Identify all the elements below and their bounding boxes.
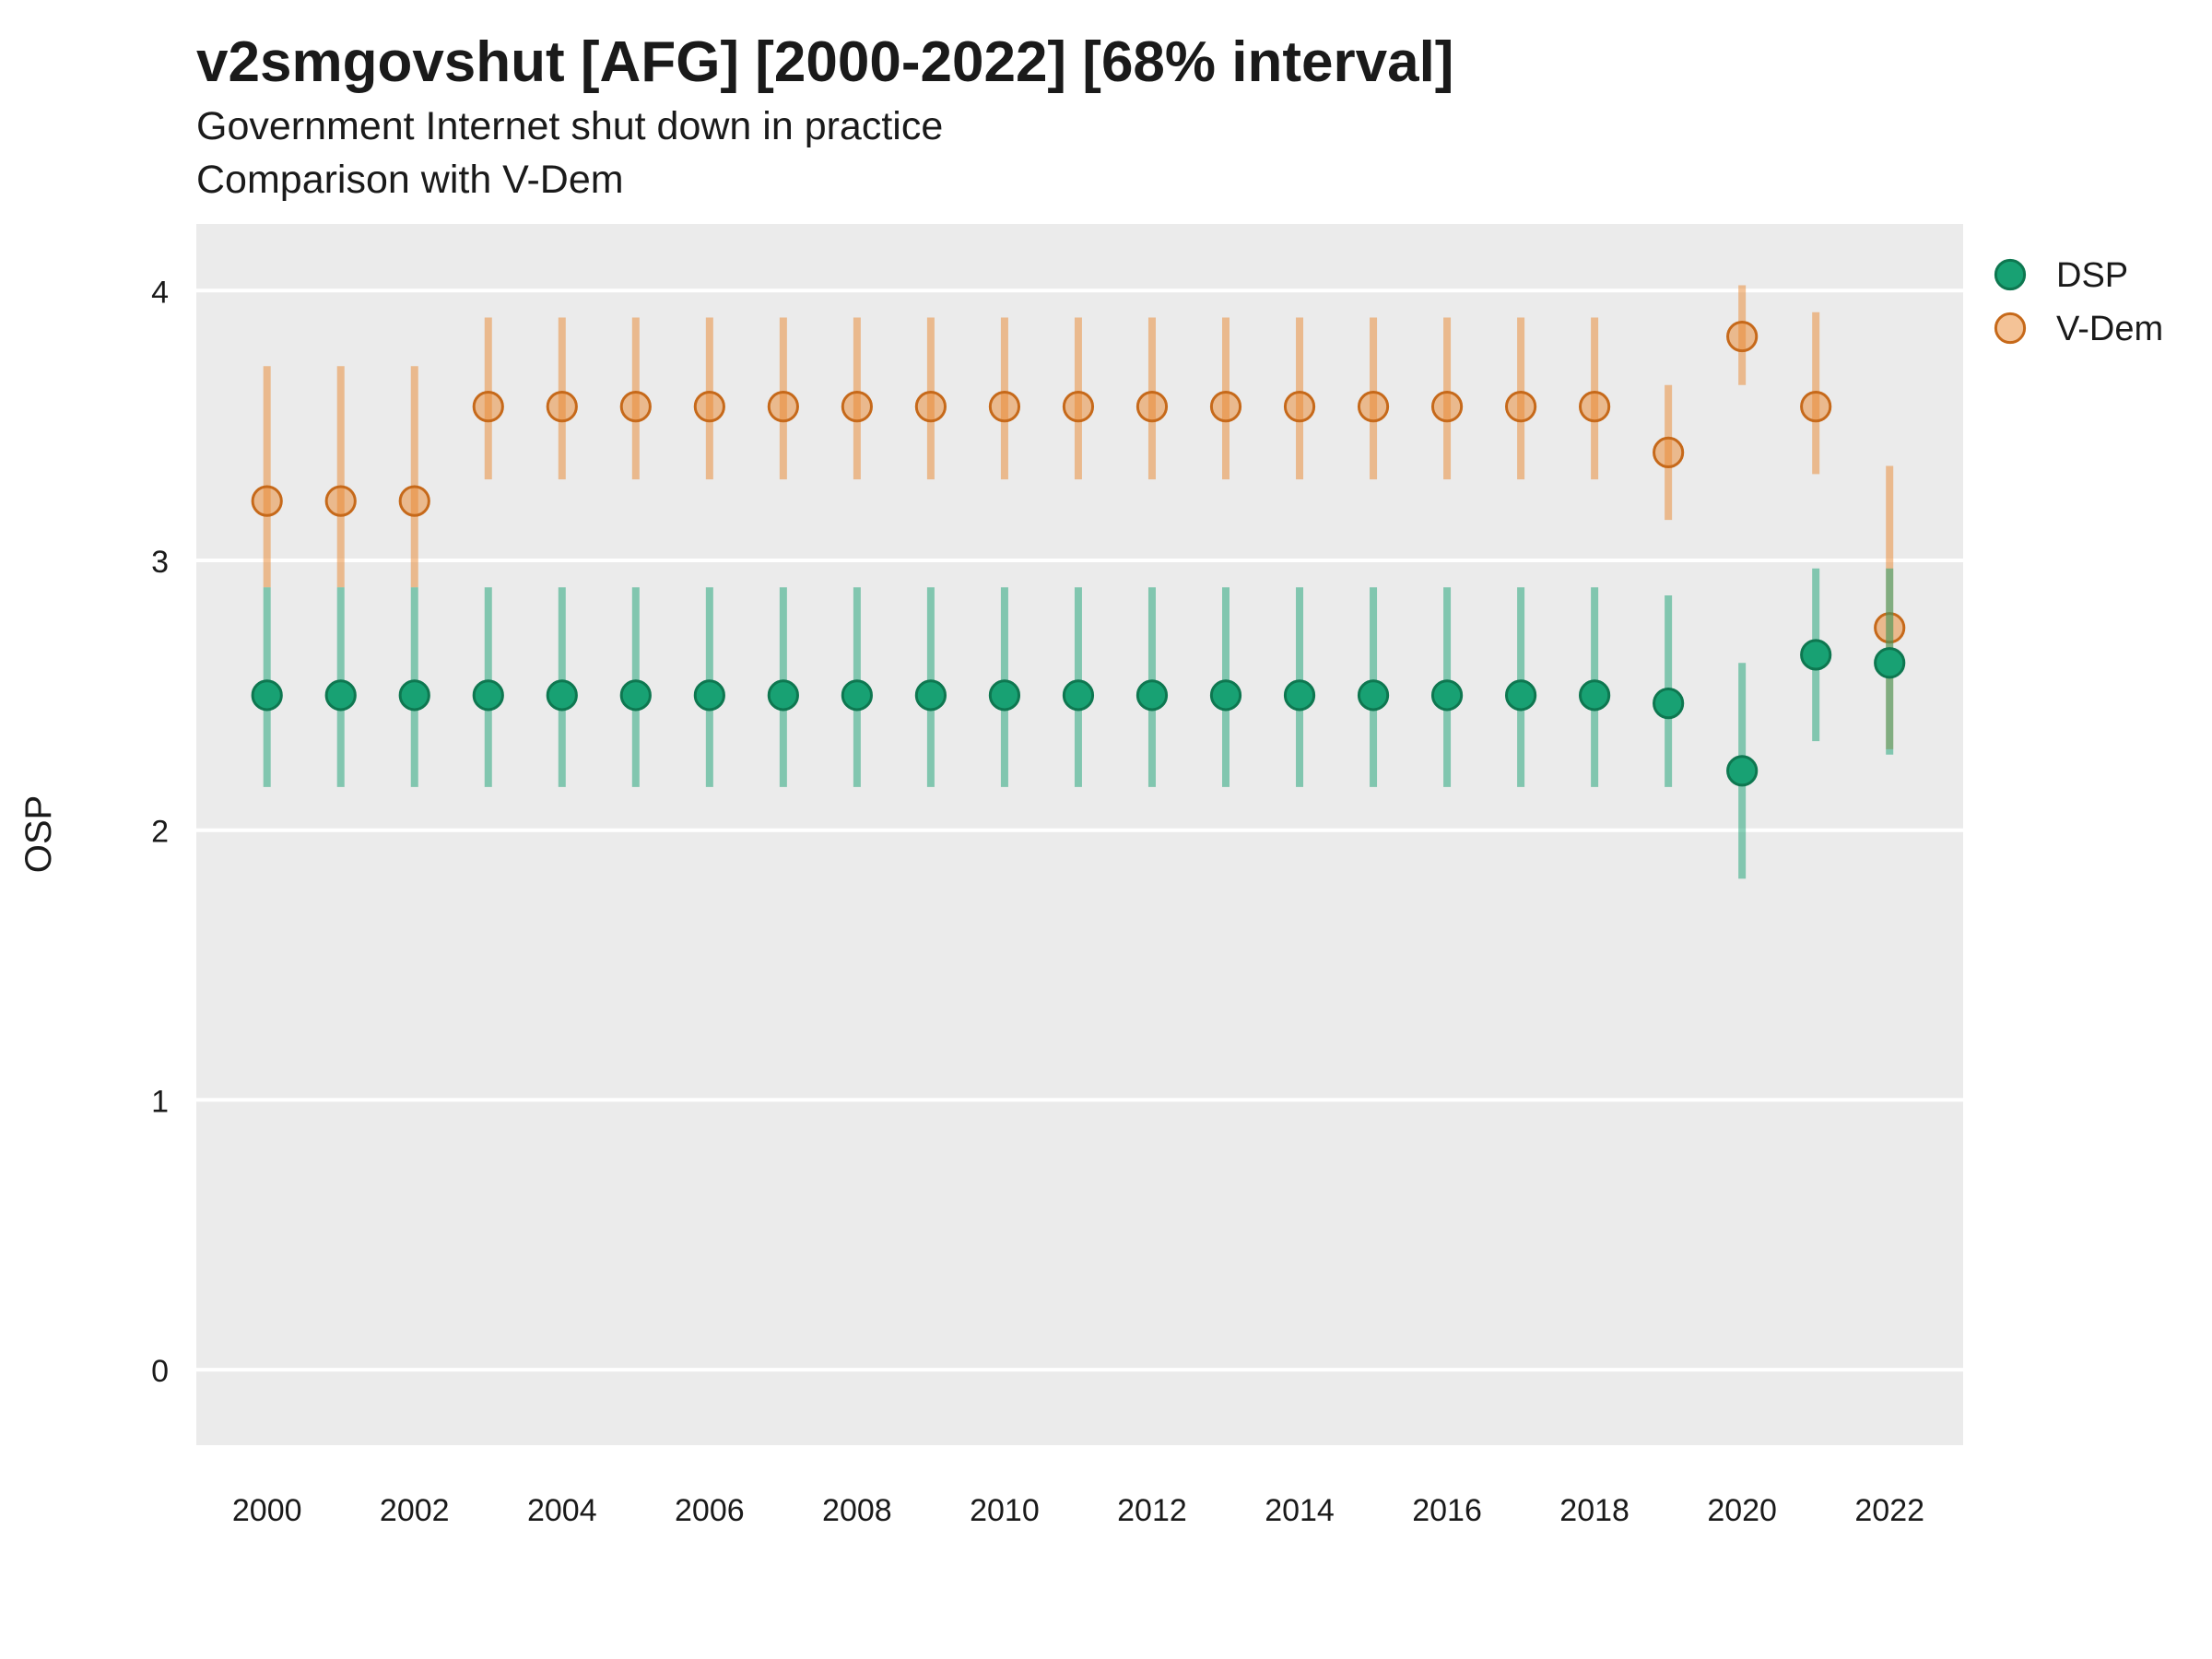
svg-text:1: 1 xyxy=(151,1084,169,1119)
svg-text:2004: 2004 xyxy=(527,1493,597,1528)
svg-text:2020: 2020 xyxy=(1707,1493,1777,1528)
svg-text:2: 2 xyxy=(151,815,169,850)
svg-text:2016: 2016 xyxy=(1412,1493,1482,1528)
svg-text:2006: 2006 xyxy=(675,1493,745,1528)
svg-text:2000: 2000 xyxy=(232,1493,302,1528)
svg-text:2002: 2002 xyxy=(380,1493,450,1528)
svg-text:DSP: DSP xyxy=(2056,256,2128,295)
svg-text:0: 0 xyxy=(151,1354,169,1389)
svg-text:OSP: OSP xyxy=(18,795,59,873)
svg-text:3: 3 xyxy=(151,545,169,580)
svg-text:V-Dem: V-Dem xyxy=(2056,310,2163,348)
svg-text:2022: 2022 xyxy=(1854,1493,1924,1528)
svg-text:2008: 2008 xyxy=(822,1493,892,1528)
svg-text:2014: 2014 xyxy=(1265,1493,1335,1528)
svg-text:4: 4 xyxy=(151,275,169,310)
svg-text:2018: 2018 xyxy=(1559,1493,1630,1528)
svg-text:2012: 2012 xyxy=(1117,1493,1187,1528)
svg-text:2010: 2010 xyxy=(970,1493,1040,1528)
